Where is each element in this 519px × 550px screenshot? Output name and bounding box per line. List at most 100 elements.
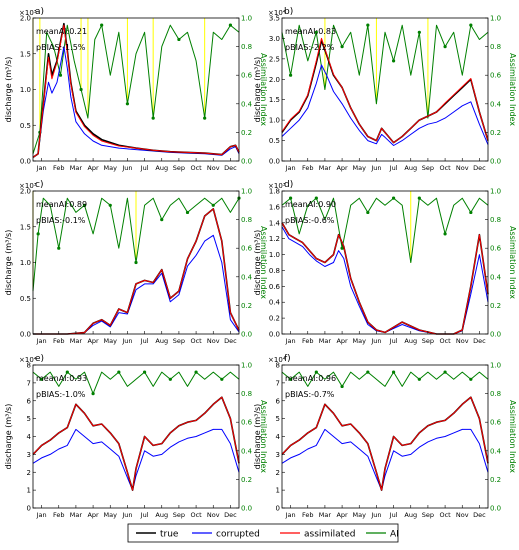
ai-marker: [177, 37, 181, 42]
x-tick-label: Nov: [456, 337, 469, 345]
y-tick-label: 2: [27, 469, 31, 477]
x-tick-label: Nov: [207, 164, 220, 172]
ai-marker: [288, 377, 293, 381]
series-line-assimilated: [32, 396, 240, 491]
x-tick-label: Jul: [389, 337, 398, 345]
x-tick-label: Dec: [224, 164, 237, 172]
y-tick-label: 1.4: [269, 219, 281, 227]
x-tick-label: Jan: [285, 337, 296, 345]
x-tick-label: Jul: [140, 511, 149, 519]
axis-exponent: ×10³: [19, 9, 37, 17]
ai-tick-label: 0.8: [490, 390, 501, 398]
y-tick-label: 4: [27, 433, 32, 441]
y-axis-label: discharge (m³/s): [4, 230, 13, 296]
ai-tick-label: 0.4: [490, 447, 502, 455]
ai-tick-label: 0.0: [241, 505, 252, 513]
ai-marker: [203, 116, 207, 120]
axis-exponent: ×10³: [268, 182, 286, 190]
x-tick-label: Dec: [224, 511, 237, 519]
x-tick-label: Aug: [404, 164, 417, 172]
panel-label: e): [35, 354, 44, 364]
ai-tick-label: 1.0: [490, 188, 501, 196]
ai-marker: [160, 218, 164, 222]
ai-tick-label: 0.6: [241, 419, 253, 427]
x-tick-label: Jul: [389, 164, 398, 172]
ai-tick-label: 0.2: [490, 302, 501, 310]
pbias-annotation: pBIAS:-0.1%: [36, 216, 86, 225]
y-tick-label: 1.2: [269, 235, 280, 243]
ai-tick-label: 0.4: [490, 100, 502, 108]
ai-axis-label: Assimilation Index: [508, 226, 517, 299]
x-tick-label: Apr: [336, 164, 348, 172]
y-tick-label: 2: [276, 469, 280, 477]
x-tick-label: Feb: [302, 511, 314, 519]
x-tick-label: Nov: [207, 337, 220, 345]
y-axis-label: discharge (m³/s): [253, 57, 262, 123]
ai-marker: [36, 232, 40, 236]
ai-marker: [443, 370, 447, 374]
ai-tick-label: 1.0: [241, 188, 252, 196]
y-axis-label: discharge (m³/s): [253, 230, 262, 296]
ai-marker: [469, 377, 473, 381]
ai-marker: [469, 23, 473, 27]
x-tick-label: Jan: [36, 337, 47, 345]
ai-tick-label: 0.6: [490, 72, 502, 80]
ai-tick-label: 0.2: [490, 476, 501, 484]
series-line-corrupted: [281, 64, 489, 146]
ai-axis-label: Assimilation Index: [508, 400, 517, 473]
y-tick-label: 1.0: [20, 259, 31, 267]
ai-marker: [366, 210, 370, 215]
y-tick-label: 2.0: [269, 76, 280, 84]
panel-label: b): [284, 7, 293, 17]
x-tick-label: Dec: [473, 164, 486, 172]
y-axis-label: discharge (m³/s): [4, 404, 13, 470]
panel-label: f): [284, 354, 291, 364]
legend-label-true: true: [160, 530, 179, 540]
series-line-assimilated: [281, 222, 489, 335]
legend-label-ai: AI: [390, 530, 399, 540]
x-tick-label: Mar: [319, 164, 332, 172]
x-tick-label: Sep: [422, 511, 434, 519]
x-tick-label: Jun: [370, 164, 381, 172]
y-tick-label: 7: [276, 379, 280, 387]
ai-tick-label: 0.6: [241, 245, 253, 253]
x-tick-label: Apr: [87, 337, 99, 345]
y-tick-label: 1: [27, 487, 31, 495]
legend-label-corrupted: corrupted: [216, 530, 260, 540]
series-line-assimilated: [281, 396, 489, 491]
ai-marker: [194, 370, 198, 374]
x-tick-label: Mar: [319, 337, 332, 345]
x-tick-label: May: [104, 337, 118, 345]
meanai-annotation: meanAI:0.89: [36, 200, 87, 209]
x-tick-label: Sep: [422, 337, 434, 345]
ai-tick-label: 0.4: [241, 447, 253, 455]
x-tick-label: May: [353, 511, 367, 519]
x-tick-label: Feb: [53, 511, 65, 519]
ai-tick-label: 1.0: [241, 15, 252, 23]
pbias-annotation: pBIAS:-2.2%: [285, 43, 335, 52]
ai-marker: [168, 377, 172, 381]
y-tick-label: 1.0: [269, 117, 280, 125]
ai-tick-label: 1.0: [241, 362, 252, 370]
plot-area: [282, 365, 488, 508]
y-tick-label: 8: [276, 362, 280, 370]
axes-frame: [281, 190, 489, 335]
ai-marker: [443, 45, 447, 49]
axis-exponent: ×10⁴: [268, 356, 286, 364]
panel-f: 0 1 2 3 4 5 6 7 8 0.0 0.2 0.4 0.6 0.8 1.0 Jan Feb Mar Apr M…: [253, 354, 517, 519]
ai-marker: [65, 370, 69, 374]
y-tick-label: 1.5: [20, 223, 31, 231]
ai-marker: [39, 377, 44, 381]
x-tick-label: Feb: [53, 164, 65, 172]
x-tick-label: Jul: [140, 164, 149, 172]
ai-axis-label: Assimilation Index: [259, 400, 268, 473]
y-tick-label: 3.0: [269, 35, 280, 43]
meanai-annotation: meanAI:0.93: [36, 374, 87, 383]
ai-axis-label: Assimilation Index: [259, 226, 268, 299]
y-tick-label: 1.8: [269, 188, 280, 196]
meanai-annotation: meanAI:0.21: [36, 27, 87, 36]
ai-tick-label: 0.8: [490, 43, 501, 51]
pbias-annotation: pBIAS:-1.5%: [36, 43, 86, 52]
y-tick-label: 2.5: [269, 55, 280, 63]
